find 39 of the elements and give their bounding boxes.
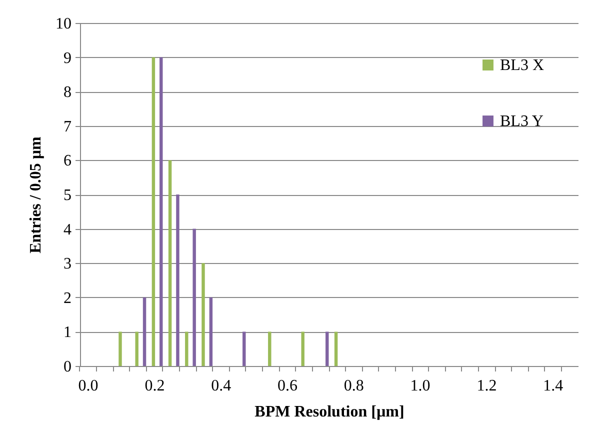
x-tick-label: 0.0 xyxy=(78,378,98,394)
bar xyxy=(209,297,213,366)
x-axis-title: BPM Resolution [µm] xyxy=(254,404,404,420)
bar xyxy=(192,228,196,366)
x-tick-label: 0.4 xyxy=(211,378,232,394)
bar xyxy=(202,263,205,366)
y-tick-label: 7 xyxy=(64,118,72,136)
bar xyxy=(160,57,163,366)
bar xyxy=(168,160,172,366)
bar xyxy=(334,332,338,366)
x-tick-label: 1.0 xyxy=(410,378,430,394)
x-tick-label: 0.6 xyxy=(278,378,298,394)
x-tick-label: 1.4 xyxy=(543,378,564,394)
y-tick-label: 8 xyxy=(64,84,72,102)
y-axis-title: Entries / 0.05 µm xyxy=(28,136,44,254)
x-tick-label: 1.2 xyxy=(476,378,497,394)
y-tick-label: 4 xyxy=(64,221,72,238)
bar xyxy=(326,332,329,366)
y-tick-label: 9 xyxy=(64,50,72,67)
y-tick-label: 1 xyxy=(64,324,72,342)
x-tick-label: 0.2 xyxy=(144,378,165,394)
legend-label: BL3 X xyxy=(500,57,544,74)
bar xyxy=(185,332,188,366)
bar xyxy=(118,332,122,366)
bar xyxy=(301,332,304,366)
bar xyxy=(142,297,146,366)
y-tick-label: 6 xyxy=(64,152,72,170)
y-tick-label: 2 xyxy=(64,290,72,307)
bar xyxy=(152,57,156,366)
y-tick-label: 5 xyxy=(64,187,72,204)
y-tick-label: 10 xyxy=(56,16,72,32)
bar xyxy=(268,332,272,366)
bar xyxy=(242,332,246,366)
y-tick-label: 0 xyxy=(64,358,72,376)
bar xyxy=(135,332,138,366)
y-tick-label: 3 xyxy=(64,256,72,273)
legend-label: BL3 Y xyxy=(500,113,544,130)
bar xyxy=(176,194,180,366)
x-tick-label: 0.8 xyxy=(344,378,364,394)
